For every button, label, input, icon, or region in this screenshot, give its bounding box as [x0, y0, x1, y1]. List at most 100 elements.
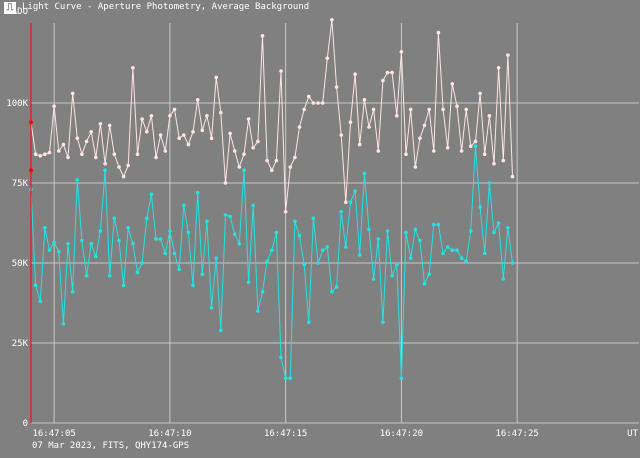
series-2-point: [251, 203, 255, 208]
series-2-point: [223, 213, 228, 217]
series-2-point: [320, 248, 325, 252]
series-1-point: [334, 85, 339, 89]
series-2-point: [242, 168, 246, 172]
series-1-point: [283, 210, 288, 214]
series-1-point: [214, 75, 218, 80]
series-2-point: [98, 229, 103, 233]
series-2-point: [274, 230, 279, 235]
series-1-point: [464, 107, 469, 112]
series-2-point: [381, 320, 385, 325]
series-2-point: [316, 261, 320, 265]
series-2-point: [149, 192, 154, 196]
series-1-point: [43, 152, 47, 156]
series-2-point: [219, 328, 223, 333]
series-1-point: [256, 139, 260, 144]
series-2-point: [450, 248, 455, 252]
series-2-point: [279, 355, 283, 360]
series-2-point: [325, 245, 330, 249]
series-1-point: [80, 152, 84, 156]
series-1-point: [478, 91, 482, 96]
series-1-point: [436, 30, 441, 35]
series-1-point: [371, 107, 376, 112]
series-1-point: [418, 136, 422, 140]
series-1-point: [107, 123, 112, 128]
series-2-point: [70, 290, 75, 294]
series-1-point: [61, 142, 66, 147]
series-2-point: [182, 203, 186, 208]
x-tick-label: 16:47:05: [32, 429, 75, 439]
series-2-point: [61, 322, 66, 326]
series-2-point: [390, 274, 394, 278]
series-2-point: [117, 238, 121, 243]
series-1-point: [353, 72, 357, 76]
series-1-point: [195, 98, 200, 102]
y-tick-label: 25K: [12, 339, 29, 349]
series-1-point: [200, 128, 205, 132]
window-titlebar: ⎍ Light Curve - Aperture Photometry, Ave…: [0, 0, 640, 16]
series-1-point: [172, 107, 177, 112]
series-1-point: [117, 165, 121, 169]
series-2-point: [302, 262, 307, 267]
series-1-point: [487, 114, 492, 118]
series-2-point: [126, 226, 130, 230]
series-1-point: [131, 66, 135, 70]
series-1-point: [496, 66, 501, 70]
series-2-point: [399, 376, 404, 381]
series-1-point: [98, 122, 103, 126]
series-1-point: [413, 165, 418, 169]
series-2-point: [168, 229, 172, 233]
lightcurve-app-icon[interactable]: ⎍: [4, 2, 16, 14]
time-cursor-marker[interactable]: [29, 168, 33, 173]
series-2-point: [52, 240, 56, 244]
series-1-point: [459, 149, 464, 153]
y-axis-label: ADU: [12, 7, 28, 17]
series-1-point: [223, 181, 228, 185]
chart-cursor[interactable]: [29, 23, 33, 423]
series-1-point: [302, 107, 307, 112]
series-1-point: [84, 139, 89, 144]
series-2-point: [195, 190, 200, 195]
x-tick-label: 16:47:20: [380, 429, 423, 439]
series-1-point: [404, 152, 408, 156]
series-1-point: [209, 136, 214, 140]
series-1-point: [237, 165, 242, 169]
series-1-point: [330, 18, 334, 22]
series-2-point: [501, 277, 506, 281]
series-1-point: [293, 155, 297, 160]
series-2-point: [145, 216, 149, 220]
series-2-point: [441, 251, 445, 256]
series-1-point: [311, 101, 316, 105]
y-tick-label: 75K: [12, 179, 29, 189]
chart-series: [29, 18, 515, 381]
series-2-point: [404, 230, 408, 235]
time-cursor-marker[interactable]: [29, 120, 33, 125]
series-1-point: [408, 107, 413, 112]
series-2-point: [334, 285, 339, 289]
series-2-point: [66, 242, 70, 246]
series-1-point: [367, 125, 371, 129]
series-2-point: [256, 309, 260, 313]
series-1-point: [339, 133, 344, 137]
series-2-point: [209, 306, 214, 310]
series-1-point: [126, 163, 130, 168]
series-2-point: [172, 251, 177, 256]
series-2-point: [154, 237, 158, 241]
series-2-point: [33, 283, 38, 288]
x-tick-label: 16:47:10: [148, 429, 191, 439]
series-1-point: [52, 104, 56, 108]
chart-gridlines: [31, 23, 639, 424]
series-1-point: [274, 158, 279, 163]
series-2-point: [283, 376, 288, 381]
series-2-point: [260, 290, 265, 294]
series-2-point: [469, 229, 473, 233]
series-1-point: [422, 123, 427, 128]
series-2-point: [492, 230, 496, 235]
series-1-point: [182, 133, 186, 137]
series-2-point: [293, 219, 297, 224]
series-1-point: [441, 107, 445, 112]
observation-info: 07 Mar 2023, FITS, QHY174-GPS: [32, 441, 190, 451]
series-2-point: [163, 251, 168, 256]
series-2-point: [265, 259, 269, 264]
series-1-point: [297, 125, 302, 129]
